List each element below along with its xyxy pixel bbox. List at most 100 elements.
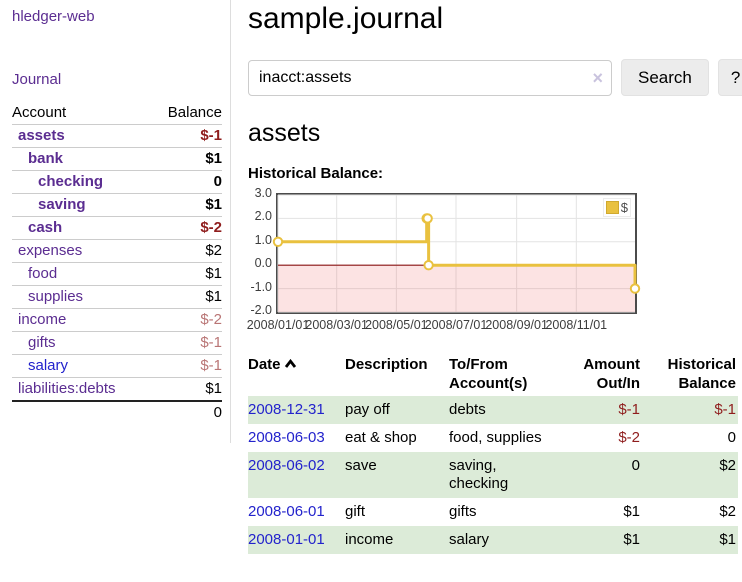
account-heading: assets xyxy=(248,119,321,147)
transaction-description: pay off xyxy=(345,401,390,418)
transaction-balance: $-1 xyxy=(714,401,736,418)
account-balance: $1 xyxy=(205,288,222,305)
account-row-cash: cash $-2 xyxy=(12,216,222,239)
account-balance: $1 xyxy=(205,196,222,213)
transaction-date-link[interactable]: 2008-06-01 xyxy=(248,503,325,520)
transaction-description: eat & shop xyxy=(345,429,417,446)
help-button[interactable]: ? xyxy=(717,59,742,96)
transaction-accounts: debts xyxy=(449,401,486,418)
search-button[interactable]: Search xyxy=(621,59,709,96)
transaction-accounts: salary xyxy=(449,531,490,548)
account-link[interactable]: liabilities:debts xyxy=(18,380,116,397)
x-axis-tick-label: 2008/05/01 xyxy=(365,318,428,332)
account-link[interactable]: bank xyxy=(28,150,64,167)
transaction-date-link[interactable]: 2008-06-03 xyxy=(248,429,325,446)
account-row-food: food $1 xyxy=(12,262,222,285)
series-swatch-icon xyxy=(605,201,619,214)
column-header-balance[interactable]: Historical Balance xyxy=(667,356,736,392)
transaction-amount: $-1 xyxy=(618,401,640,418)
account-link[interactable]: cash xyxy=(28,219,63,236)
x-axis-tick-label: 2008/07/01 xyxy=(424,318,488,332)
transaction-balance: $1 xyxy=(719,531,736,548)
accounts-column-header: Account xyxy=(12,104,67,121)
account-link[interactable]: checking xyxy=(38,173,104,190)
account-row-income: income $-2 xyxy=(12,308,222,331)
search-input[interactable] xyxy=(248,59,612,96)
accounts-table: Account Balance assets $-1 bank $1 checking 0… xyxy=(12,102,222,424)
transaction-balance: $2 xyxy=(719,457,736,474)
account-balance: $2 xyxy=(205,242,222,259)
account-link[interactable]: assets xyxy=(18,127,65,144)
y-axis-tick-label: 0.0 xyxy=(254,256,272,271)
transaction-accounts: food, supplies xyxy=(449,429,542,446)
account-link[interactable]: food xyxy=(28,265,58,282)
y-axis-tick-label: -2.0 xyxy=(250,303,272,317)
account-balance: $-1 xyxy=(200,334,222,351)
y-axis-tick-label: 3.0 xyxy=(254,186,272,200)
accounts-total-row: 0 xyxy=(12,400,222,424)
balance-column-header: Balance xyxy=(167,104,222,121)
transaction-amount: $-2 xyxy=(618,429,640,446)
account-row-gifts: gifts $-1 xyxy=(12,331,222,354)
main-content: sample.journal × Search ? assets Histori… xyxy=(247,0,742,554)
register-table: Date Description To/From Account(s) Amou… xyxy=(248,352,738,554)
account-balance: 0 xyxy=(213,173,222,190)
x-axis-tick-label: 2008/01/01 xyxy=(246,318,310,332)
sort-ascending-icon xyxy=(284,358,296,368)
column-header-date[interactable]: Date xyxy=(248,352,345,396)
x-axis-tick-label: 2008/03/01 xyxy=(305,318,368,332)
register-row: 2008-01-01 income salary $1 $1 xyxy=(248,526,738,554)
transaction-date-link[interactable]: 2008-12-31 xyxy=(248,401,325,418)
register-header-row: Date Description To/From Account(s) Amou… xyxy=(248,352,738,396)
transaction-description: save xyxy=(345,457,377,474)
transaction-balance: 0 xyxy=(727,429,736,446)
x-axis-tick-label: 2008/09/01 xyxy=(485,318,548,332)
transaction-amount: 0 xyxy=(631,457,640,474)
column-header-accounts[interactable]: To/From Account(s) xyxy=(449,356,528,392)
journal-link[interactable]: Journal xyxy=(12,71,62,88)
register-row: 2008-06-03 eat & shop food, supplies $-2 0 xyxy=(248,424,738,452)
y-axis-tick-label: -1.0 xyxy=(250,279,272,294)
account-link[interactable]: salary xyxy=(28,357,69,374)
account-balance: $-2 xyxy=(200,311,222,328)
register-row: 2008-06-02 save saving, checking 0 $2 xyxy=(248,452,738,498)
account-balance: $-1 xyxy=(200,357,222,374)
account-balance: $-2 xyxy=(200,219,222,236)
account-link[interactable]: expenses xyxy=(18,242,83,259)
x-axis-tick-label: 2008/11/01 xyxy=(545,318,608,332)
page-title: sample.journal xyxy=(248,2,444,35)
sidebar: hledger-web Journal Account Balance asse… xyxy=(0,0,231,443)
transaction-amount: $1 xyxy=(623,531,640,548)
account-row-expenses: expenses $2 xyxy=(12,239,222,262)
y-axis-tick-label: 1.0 xyxy=(254,232,272,247)
account-balance: $-1 xyxy=(200,127,222,144)
account-link[interactable]: saving xyxy=(38,196,86,213)
accounts-table-header: Account Balance xyxy=(12,102,222,124)
transaction-date-link[interactable]: 2008-06-02 xyxy=(248,457,325,474)
series-label: $ xyxy=(620,200,628,215)
account-link[interactable]: supplies xyxy=(28,288,84,305)
column-header-amount[interactable]: Amount Out/In xyxy=(583,356,640,392)
brand-link[interactable]: hledger-web xyxy=(12,8,95,25)
column-header-description[interactable]: Description xyxy=(345,356,428,373)
search-box: × xyxy=(248,59,612,96)
account-row-checking: checking 0 xyxy=(12,170,222,193)
account-row-salary: salary $-1 xyxy=(12,354,222,377)
chart-plot-area xyxy=(272,193,641,314)
search-form: × Search ? xyxy=(248,59,742,96)
chart-title: Historical Balance: xyxy=(248,165,384,182)
account-row-bank: bank $1 xyxy=(12,147,222,170)
total-balance: 0 xyxy=(213,404,222,421)
clear-search-icon[interactable]: × xyxy=(592,67,603,88)
account-link[interactable]: gifts xyxy=(28,334,56,351)
account-link[interactable]: income xyxy=(18,311,67,328)
transaction-date-link[interactable]: 2008-01-01 xyxy=(248,531,325,548)
historical-balance-chart: $ 3.0 2.0 1.0 0.0 -1.0 -2.0 2008/01/01 2008/03/… xyxy=(247,186,641,332)
transaction-description: income xyxy=(345,531,394,548)
account-row-supplies: supplies $1 xyxy=(12,285,222,308)
account-row-saving: saving $1 xyxy=(12,193,222,216)
transaction-balance: $2 xyxy=(719,503,736,520)
transaction-amount: $1 xyxy=(623,503,640,520)
y-axis-tick-label: 2.0 xyxy=(254,209,272,224)
account-row-assets: assets $-1 xyxy=(12,124,222,147)
